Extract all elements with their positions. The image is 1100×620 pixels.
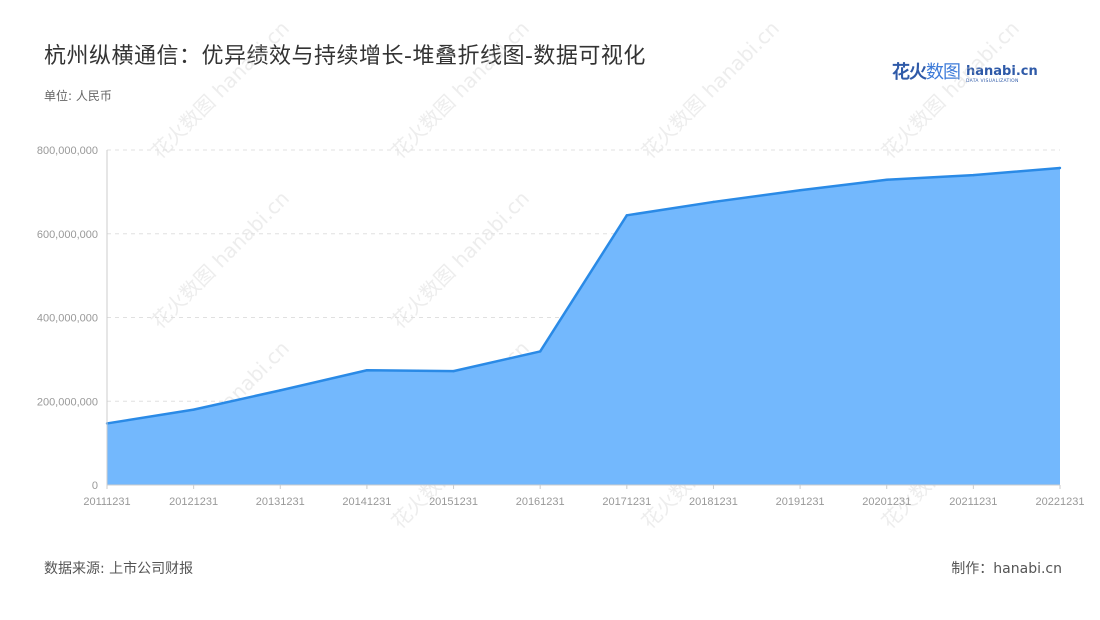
- brand-logo: 花火数图 hanabi.cn DATA VISUALIZATION: [892, 58, 1038, 84]
- data-point: [972, 173, 975, 177]
- logo-english: hanabi.cn DATA VISUALIZATION: [966, 63, 1038, 84]
- y-tick-label: 800,000,000: [37, 145, 98, 157]
- x-tick-label: 20121231: [169, 496, 218, 508]
- x-tick-label: 20221231: [1036, 496, 1085, 508]
- y-tick-label: 600,000,000: [37, 229, 98, 241]
- x-tick-label: 20171231: [602, 496, 651, 508]
- x-tick-label: 20131231: [256, 496, 305, 508]
- y-tick-label: 0: [92, 480, 98, 492]
- data-point: [625, 214, 629, 217]
- axes: [106, 150, 1060, 486]
- y-tick-label: 400,000,000: [37, 313, 98, 325]
- unit-label: 单位: 人民币: [44, 89, 112, 103]
- x-tick-label: 20151231: [429, 496, 478, 508]
- data-source-label: 数据来源: 上市公司财报: [44, 561, 194, 577]
- watermark-text: 花火数图 hanabi.cn: [637, 16, 784, 163]
- maker-credit: 制作：hanabi.cn: [951, 561, 1062, 577]
- series-area: [107, 168, 1060, 485]
- chart-title: 杭州纵横通信：优异绩效与持续增长-堆叠折线图-数据可视化: [44, 44, 646, 69]
- data-point: [538, 350, 542, 353]
- x-tick-label: 20111231: [83, 496, 130, 508]
- data-point: [452, 369, 455, 373]
- x-tick-label: 20201231: [862, 496, 911, 508]
- x-tick-label: 20141231: [342, 496, 391, 508]
- y-tick-label: 200,000,000: [37, 396, 98, 408]
- x-tick-label: 20211231: [949, 496, 997, 508]
- watermark-text: 花火数图 hanabi.cn: [387, 16, 534, 163]
- x-tick-label: 20191231: [776, 496, 825, 508]
- y-axis-ticks: 0 200,000,000 400,000,000 600,000,000 800,00…: [37, 145, 98, 492]
- x-tick-label: 20161231: [516, 496, 565, 508]
- watermark-text: 花火数图 hanabi.cn: [387, 186, 534, 333]
- data-point: [279, 389, 282, 392]
- data-point: [365, 369, 369, 372]
- data-point: [798, 189, 802, 192]
- data-point: [712, 200, 715, 204]
- watermark-text: 花火数图 hanabi.cn: [147, 16, 294, 163]
- x-tick-label: 20181231: [689, 496, 738, 508]
- series-line: [106, 166, 1061, 425]
- watermark-text: 花火数图 hanabi.cn: [147, 186, 294, 333]
- x-axis-ticks: 20111231 20121231 20131231 20141231 20151231…: [83, 485, 1084, 508]
- series-area-layer: [105, 166, 1062, 485]
- data-point: [1058, 166, 1062, 170]
- logo-chinese: 花火数图: [892, 62, 961, 83]
- data-point: [192, 408, 195, 411]
- watermark-text: 花火数图 hanabi.cn: [877, 16, 1024, 163]
- data-point: [885, 178, 888, 181]
